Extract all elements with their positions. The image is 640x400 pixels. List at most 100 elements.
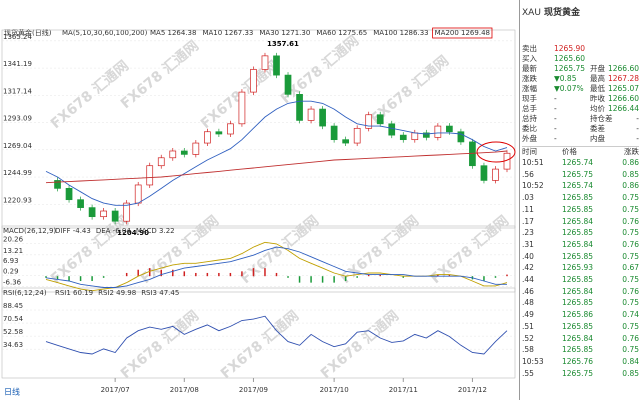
candle (411, 132, 419, 141)
candle (157, 157, 165, 167)
tick-value: 0.75 (622, 275, 639, 284)
y-tick-label: 13.21 (3, 247, 23, 255)
series-line (45, 241, 508, 292)
y-tick-label: 88.45 (3, 302, 23, 310)
quote-label: 卖出 (522, 44, 537, 53)
indicator-legend: RSI1 60.19 (55, 289, 93, 297)
tick-value: 1265.85 (562, 204, 594, 214)
quote-value: - (636, 114, 639, 123)
quote-row: 卖出 1265.90 (522, 44, 639, 54)
y-tick-label: -6.36 (3, 278, 22, 286)
annotation: 1357.61 (267, 40, 299, 48)
tick-row: 10:51 1265.74 0.86 (522, 158, 639, 168)
quote-label: 内盘 (590, 134, 605, 143)
symbol: XAU (522, 8, 541, 18)
quote-label: 最低 (590, 84, 605, 93)
ticks-header-cell: 价格 (562, 147, 577, 156)
tick-value: 0.86 (622, 181, 639, 191)
tick-time: .17 (522, 216, 534, 226)
candle (330, 125, 338, 141)
tick-value: 1265.76 (562, 356, 594, 366)
quote-header: XAU 现货黄金 (522, 8, 639, 18)
series-line (45, 246, 507, 288)
chart-title: 现货黄金(日线) (4, 28, 52, 37)
tick-time: 10:51 (522, 158, 544, 167)
quote-value: 1266.60 (607, 94, 639, 103)
quote-value: - (636, 134, 639, 143)
quote-value: - (554, 114, 557, 123)
tick-time: .55 (522, 368, 534, 378)
tick-row: .49 1265.86 0.74 (522, 310, 639, 320)
tick-row: .48 1265.85 0.75 (522, 298, 639, 308)
indicator-legend: RSI2 49.98 (98, 289, 136, 297)
tick-time: .40 (522, 251, 534, 261)
watermark: FX678 汇通网 (118, 38, 202, 112)
indicator-legend: MACD 3.22 (136, 227, 175, 235)
quote-label: 现手 (522, 94, 537, 103)
x-tick-label: 2017/07 (101, 386, 130, 394)
tick-row: 10:53 1265.76 0.84 (522, 357, 639, 367)
tick-value: 1265.85 (562, 251, 594, 261)
quote-label: 买入 (522, 54, 537, 63)
ma-legend: MA30 1271.30 (259, 29, 310, 37)
candle (192, 142, 200, 155)
tick-value: 1265.85 (562, 298, 594, 308)
panel-frame (1, 287, 516, 379)
tick-row: .40 1265.85 0.75 (522, 252, 639, 262)
tick-value: 0.75 (622, 345, 639, 355)
panel-frame (1, 225, 516, 293)
tick-value: 0.84 (622, 356, 639, 366)
tick-value: 1265.86 (562, 310, 594, 320)
quote-label: 昨收 (590, 94, 605, 103)
tick-value: 1265.85 (562, 345, 594, 355)
tick-row: .03 1265.85 0.75 (522, 193, 639, 203)
candle (54, 180, 61, 189)
candle (227, 123, 234, 135)
quote-row: 最新 1265.75 开盘 1266.60 (522, 64, 639, 74)
series-line (45, 100, 508, 206)
quote-row: 现手 - 昨收 1266.60 (522, 94, 639, 104)
tick-value: 0.75 (622, 298, 639, 308)
tick-value: 1265.93 (562, 263, 594, 273)
y-tick-label: 6.93 (3, 257, 19, 265)
tick-value: 0.76 (622, 286, 639, 296)
candle (446, 125, 453, 133)
quote-value: - (554, 104, 557, 113)
tick-time: .56 (522, 169, 534, 179)
ticks-header-cell: 涨跌 (624, 147, 639, 156)
quote-value: - (554, 124, 557, 133)
candle (123, 202, 131, 222)
quote-label: 最高 (590, 74, 605, 83)
tick-value: 0.67 (622, 263, 639, 273)
watermark: FX678 汇通网 (118, 308, 202, 382)
tick-value: 0.76 (622, 216, 639, 226)
tab[interactable]: 日线 (4, 387, 20, 397)
tick-value: 0.76 (622, 333, 639, 343)
candle (273, 55, 280, 76)
candle (388, 123, 396, 136)
watermark: FX678 汇通网 (138, 213, 222, 287)
candle (250, 69, 257, 93)
tick-value: 0.76 (622, 239, 639, 249)
candle (88, 207, 96, 218)
quote-label: 开盘 (590, 64, 605, 73)
candle (134, 184, 142, 204)
tick-time: .11 (522, 204, 534, 214)
tick-time: 10:53 (522, 356, 544, 366)
tick-time: .51 (522, 321, 534, 331)
tick-row: .56 1265.75 0.85 (522, 170, 639, 180)
tick-row: .44 1265.85 0.75 (522, 275, 639, 285)
quote-panel: XAU 现货黄金 卖出 1265.90 买入 1265.60 最新 1265.75 开盘 12… (519, 0, 640, 400)
watermark: FX678 汇通网 (218, 308, 302, 382)
y-tick-label: 1244.99 (3, 169, 32, 177)
candle (111, 210, 119, 222)
ma-legend: MA60 1275.65 (316, 29, 367, 37)
tick-value: 1265.85 (562, 228, 594, 238)
quote-value: ▼0.85 (554, 74, 577, 83)
tick-time: .31 (522, 239, 534, 249)
tick-value: 0.86 (622, 158, 639, 167)
tick-value: 1265.84 (562, 239, 594, 249)
candle (215, 131, 223, 135)
ma-legend: MA5 1264.38 (150, 29, 196, 37)
quote-label: 总持 (522, 114, 537, 123)
